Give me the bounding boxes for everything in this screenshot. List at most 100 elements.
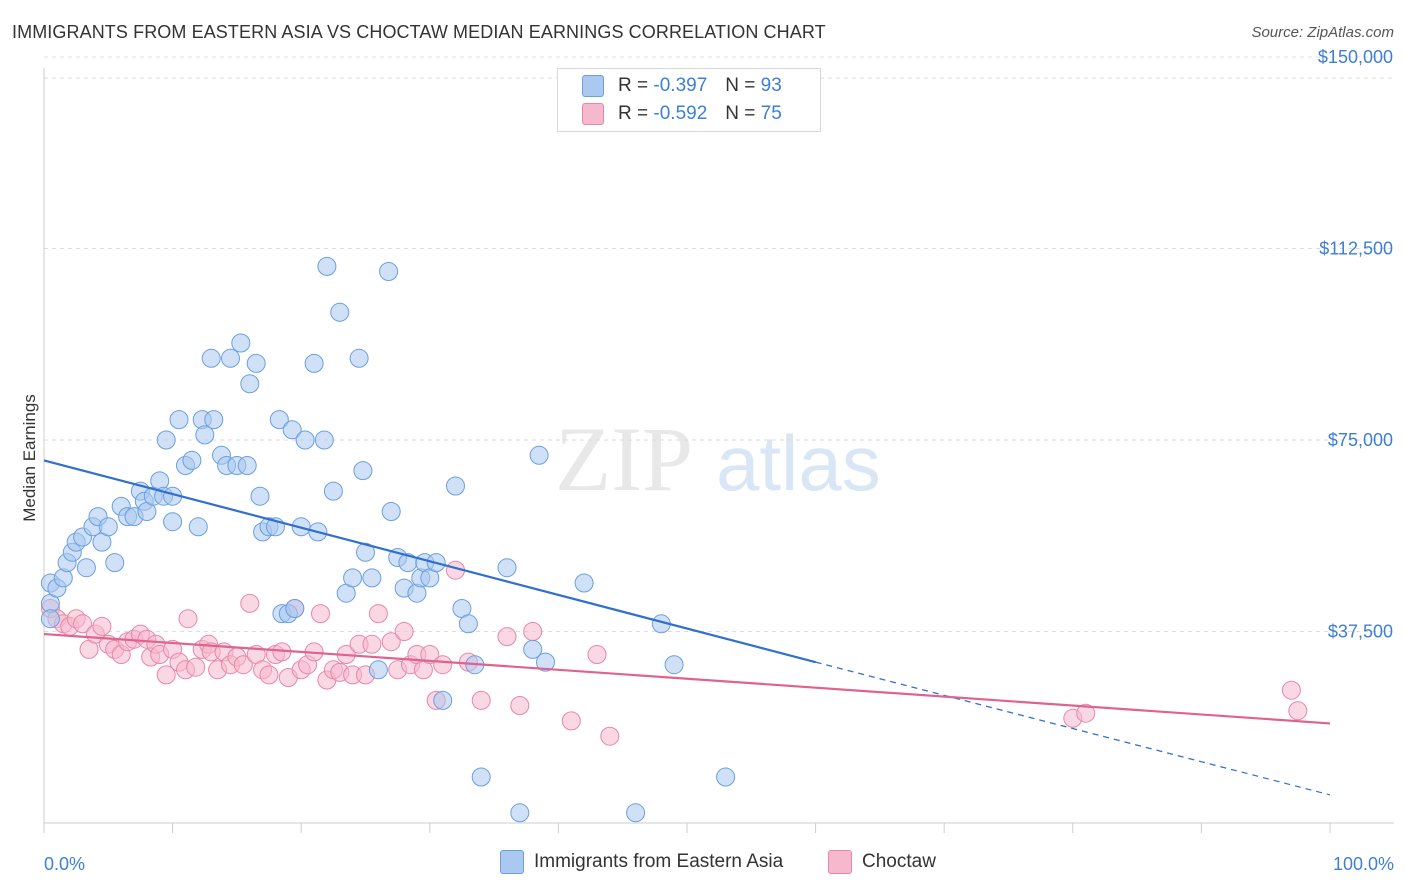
y-tick-label: $150,000 bbox=[1318, 47, 1393, 67]
choctaw-point bbox=[420, 645, 440, 664]
eastern-asia-point bbox=[98, 517, 118, 537]
axes bbox=[43, 68, 1394, 824]
choctaw-point bbox=[240, 593, 260, 613]
eastern-asia-point bbox=[314, 430, 334, 450]
legend-r-value: -0.397 bbox=[653, 75, 708, 96]
eastern-asia-trend-line bbox=[43, 459, 816, 664]
choctaw-point bbox=[73, 614, 93, 634]
chart-title: IMMIGRANTS FROM EASTERN ASIA VS CHOCTAW … bbox=[12, 22, 826, 42]
choctaw-point bbox=[92, 616, 112, 636]
eastern-asia-point bbox=[285, 599, 305, 618]
eastern-asia-point bbox=[231, 333, 251, 353]
legend-swatch-blue bbox=[582, 75, 604, 97]
eastern-asia-point bbox=[356, 542, 375, 562]
bottom-legend-swatch-pink bbox=[828, 850, 852, 874]
bottom-legend-swatch-blue bbox=[500, 850, 524, 874]
eastern-asia-point bbox=[626, 803, 646, 823]
eastern-asia-point bbox=[510, 803, 530, 823]
legend-row-choctaw: R = -0.592 N = 75 bbox=[582, 101, 782, 127]
watermark-zip: ZIP bbox=[555, 408, 693, 510]
eastern-asia-point bbox=[163, 512, 183, 532]
y-tick-label: $112,500 bbox=[1319, 239, 1393, 259]
choctaw-point bbox=[1288, 701, 1308, 721]
choctaw-point bbox=[178, 609, 198, 629]
y-tick-labels: $150,000 $112,500 $75,000 $37,500 bbox=[1318, 47, 1393, 642]
choctaw-point bbox=[186, 657, 206, 677]
eastern-asia-point bbox=[317, 256, 337, 276]
choctaw-point bbox=[433, 655, 453, 675]
eastern-asia-point bbox=[330, 302, 350, 322]
eastern-asia-point bbox=[379, 262, 399, 281]
choctaw-point bbox=[381, 632, 401, 652]
eastern-asia-point bbox=[237, 456, 257, 475]
eastern-asia-point bbox=[269, 410, 289, 430]
choctaw-point bbox=[471, 690, 491, 710]
x-tick-label-min: 0.0% bbox=[44, 854, 85, 874]
eastern-asia-point bbox=[368, 660, 388, 680]
eastern-asia-point bbox=[458, 614, 478, 634]
eastern-asia-point bbox=[204, 410, 224, 430]
eastern-asia-point bbox=[381, 502, 401, 521]
eastern-asia-point bbox=[169, 410, 189, 430]
y-tick-label: $75,000 bbox=[1328, 430, 1393, 450]
choctaw-point bbox=[497, 627, 517, 647]
choctaw-point bbox=[600, 726, 620, 746]
eastern-asia-point bbox=[353, 461, 373, 481]
legend-r-value: -0.592 bbox=[653, 103, 708, 124]
y-tick-label: $37,500 bbox=[1328, 622, 1393, 642]
eastern-asia-point bbox=[156, 430, 176, 450]
series-choctaw bbox=[40, 560, 1308, 746]
trend-lines bbox=[43, 459, 1331, 796]
eastern-asia-point bbox=[188, 517, 208, 537]
choctaw-point bbox=[233, 655, 253, 675]
eastern-asia-point bbox=[246, 353, 266, 373]
bottom-legend-item-choctaw: Choctaw bbox=[828, 850, 936, 874]
eastern-asia-point bbox=[536, 652, 555, 672]
eastern-asia-point bbox=[195, 425, 215, 445]
legend-n-label: N = bbox=[725, 75, 756, 96]
choctaw-point bbox=[561, 711, 581, 731]
eastern-asia-point bbox=[523, 639, 543, 659]
choctaw-point bbox=[1076, 703, 1096, 723]
eastern-asia-point bbox=[433, 690, 453, 710]
eastern-asia-trend-extension bbox=[815, 661, 1331, 796]
watermark: ZIP atlas bbox=[555, 408, 881, 510]
eastern-asia-point bbox=[201, 348, 221, 368]
series-eastern-asia bbox=[40, 256, 736, 823]
eastern-asia-point bbox=[282, 420, 302, 440]
choctaw-point bbox=[156, 665, 176, 685]
legend-n-label: N = bbox=[725, 103, 756, 124]
x-ticks bbox=[43, 823, 1331, 833]
choctaw-point bbox=[523, 622, 543, 641]
bottom-legend-label: Choctaw bbox=[862, 851, 936, 872]
legend-n-value: 75 bbox=[760, 103, 782, 124]
watermark-atlas: atlas bbox=[716, 419, 881, 507]
choctaw-trend-line bbox=[43, 632, 1331, 725]
legend-n-value: 93 bbox=[760, 75, 782, 96]
eastern-asia-point bbox=[250, 486, 270, 506]
stats-legend: R = -0.397 N = 93 R = -0.592 N = 75 bbox=[557, 68, 821, 132]
eastern-asia-point bbox=[471, 767, 491, 787]
choctaw-point bbox=[587, 645, 607, 664]
choctaw-point bbox=[368, 604, 388, 624]
eastern-asia-point bbox=[349, 348, 369, 368]
eastern-asia-point bbox=[446, 476, 465, 496]
eastern-asia-point bbox=[497, 558, 517, 578]
y-axis-label: Median Earnings bbox=[20, 394, 39, 522]
legend-r-label: R = bbox=[618, 75, 649, 96]
eastern-asia-point bbox=[295, 430, 315, 450]
eastern-asia-point bbox=[343, 568, 363, 588]
eastern-asia-point bbox=[221, 348, 240, 368]
bottom-legend-item-eastern-asia: Immigrants from Eastern Asia bbox=[500, 850, 783, 874]
choctaw-point bbox=[394, 622, 414, 641]
chart-source: Source: ZipAtlas.com bbox=[1251, 24, 1394, 41]
eastern-asia-point bbox=[40, 609, 60, 629]
legend-swatch-pink bbox=[582, 103, 604, 125]
eastern-asia-point bbox=[323, 481, 343, 501]
choctaw-point bbox=[362, 634, 382, 654]
choctaw-point bbox=[259, 665, 279, 685]
bottom-legend: Immigrants from Eastern Asia Choctaw bbox=[0, 850, 1406, 878]
eastern-asia-point bbox=[574, 573, 594, 593]
choctaw-point bbox=[510, 696, 530, 715]
